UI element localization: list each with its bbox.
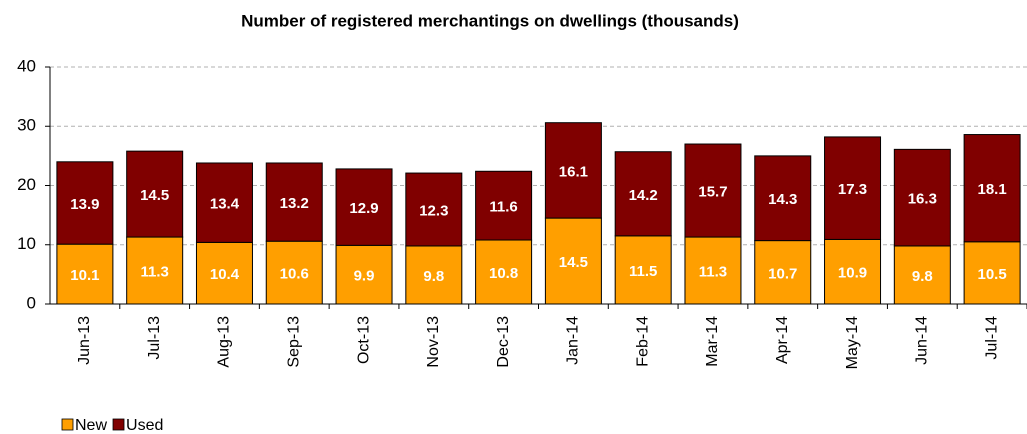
value-label: 16.1 [559, 163, 588, 180]
value-label: 9.8 [912, 268, 933, 285]
y-tick-label: 40 [17, 56, 36, 75]
bar-segment [335, 168, 393, 246]
value-label: 10.1 [70, 267, 99, 284]
value-label: 11.3 [699, 263, 727, 280]
bar-segment [684, 143, 742, 238]
x-tick-label: Jun-14 [914, 316, 931, 365]
bar-segment [195, 241, 253, 305]
bar-segment [963, 134, 1021, 243]
value-label: 9.9 [354, 268, 375, 285]
value-label: 13.4 [210, 196, 240, 213]
value-label: 12.9 [349, 200, 378, 217]
bar-segment [754, 155, 812, 242]
x-tick-label: Aug-13 [216, 316, 233, 368]
value-label: 10.5 [978, 266, 1007, 283]
value-label: 10.4 [210, 266, 240, 283]
x-tick-label: Dec-13 [495, 316, 512, 368]
x-tick-label: Jan-14 [565, 316, 582, 365]
value-label: 13.2 [280, 195, 309, 212]
bar-segment [335, 244, 393, 305]
bar-segment [893, 245, 951, 305]
x-tick-label: Nov-13 [425, 316, 442, 368]
y-tick-label: 10 [17, 234, 36, 253]
bar-segment [265, 240, 323, 305]
value-label: 11.6 [489, 199, 517, 216]
legend-swatch [61, 418, 74, 431]
bar-segment [195, 162, 253, 243]
legend-swatch [112, 418, 125, 431]
legend-label: Used [126, 417, 163, 434]
y-tick-label: 0 [27, 293, 36, 312]
legend-label: New [75, 417, 107, 434]
bar-segment [544, 217, 602, 305]
x-tick-label: Jun-13 [76, 316, 93, 365]
bar-segment [126, 150, 184, 238]
x-tick-label: Jul-14 [983, 316, 1000, 360]
x-tick-label: Feb-14 [634, 316, 651, 367]
chart-title: Number of registered merchantings on dwe… [241, 11, 739, 30]
value-label: 11.3 [140, 263, 168, 280]
value-label: 13.9 [70, 196, 99, 213]
bar-segment [544, 122, 602, 219]
value-label: 18.1 [978, 181, 1007, 198]
bar-segment [475, 239, 533, 305]
x-tick-label: Apr-14 [774, 316, 791, 364]
value-label: 14.2 [629, 187, 658, 204]
bar-segment [475, 170, 533, 241]
value-label: 17.3 [838, 181, 867, 198]
x-tick-label: Oct-13 [355, 316, 372, 364]
bar-segment [824, 136, 882, 240]
value-label: 10.8 [489, 265, 518, 282]
x-tick-label: Mar-14 [704, 316, 721, 367]
value-label: 15.7 [698, 184, 727, 201]
bar-segment [405, 172, 463, 247]
bar-segment [614, 235, 672, 305]
x-tick-label: May-14 [844, 316, 861, 369]
value-label: 14.5 [140, 187, 169, 204]
value-label: 11.5 [629, 263, 657, 280]
x-tick-label: Jul-13 [146, 316, 163, 360]
bar-segment [56, 161, 114, 245]
bar-segment [265, 162, 323, 242]
bar-segment [614, 151, 672, 237]
value-label: 16.3 [908, 191, 937, 208]
value-label: 12.3 [419, 202, 448, 219]
y-tick-label: 20 [17, 175, 36, 194]
value-label: 14.3 [768, 191, 797, 208]
x-tick-label: Sep-13 [285, 316, 302, 368]
value-label: 9.8 [423, 268, 444, 285]
bar-segment [405, 245, 463, 305]
value-label: 10.7 [768, 265, 797, 282]
y-tick-label: 30 [17, 116, 36, 135]
bar-segment [893, 148, 951, 247]
bar-segment [126, 236, 184, 305]
value-label: 14.5 [559, 254, 588, 271]
value-label: 10.6 [280, 266, 309, 283]
value-label: 10.9 [838, 265, 867, 282]
bar-segment [684, 236, 742, 305]
